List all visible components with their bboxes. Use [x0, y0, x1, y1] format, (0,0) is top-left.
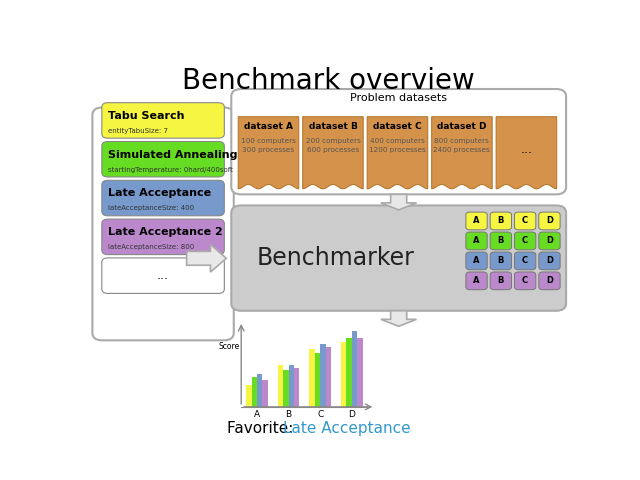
FancyBboxPatch shape — [466, 252, 487, 270]
Text: dataset B: dataset B — [308, 122, 357, 131]
Polygon shape — [187, 244, 227, 272]
Text: C: C — [522, 237, 528, 245]
FancyBboxPatch shape — [231, 89, 566, 194]
FancyBboxPatch shape — [231, 205, 566, 311]
Polygon shape — [496, 117, 557, 189]
Text: Favorite:: Favorite: — [227, 421, 299, 436]
Text: ...: ... — [157, 269, 169, 282]
Text: C: C — [522, 216, 528, 226]
Text: A: A — [474, 216, 480, 226]
Text: lateAcceptanceSize: 800: lateAcceptanceSize: 800 — [108, 244, 194, 250]
Text: B: B — [498, 216, 504, 226]
FancyBboxPatch shape — [539, 232, 560, 250]
Text: Benchmark overview: Benchmark overview — [182, 67, 474, 95]
Text: A: A — [474, 256, 480, 265]
FancyBboxPatch shape — [102, 142, 225, 177]
Text: Late Acceptance: Late Acceptance — [108, 189, 211, 198]
Text: dataset D: dataset D — [437, 122, 486, 131]
FancyBboxPatch shape — [92, 108, 234, 340]
Text: B: B — [498, 276, 504, 285]
FancyBboxPatch shape — [466, 272, 487, 290]
Text: ...: ... — [520, 143, 532, 156]
FancyBboxPatch shape — [102, 103, 225, 138]
FancyBboxPatch shape — [515, 272, 536, 290]
Text: B: B — [498, 256, 504, 265]
Text: 800 computers: 800 computers — [435, 138, 490, 144]
Text: entityTabuSize: 7: entityTabuSize: 7 — [108, 128, 168, 134]
Text: lateAcceptanceSize: 400: lateAcceptanceSize: 400 — [108, 205, 194, 211]
FancyBboxPatch shape — [539, 272, 560, 290]
Text: D: D — [546, 237, 553, 245]
FancyBboxPatch shape — [102, 219, 225, 254]
Text: Solver configurations: Solver configurations — [104, 113, 222, 123]
FancyBboxPatch shape — [539, 252, 560, 270]
Text: dataset C: dataset C — [373, 122, 422, 131]
FancyBboxPatch shape — [102, 180, 225, 216]
Text: 1200 processes: 1200 processes — [369, 147, 426, 153]
FancyBboxPatch shape — [539, 212, 560, 230]
Text: 400 computers: 400 computers — [370, 138, 425, 144]
FancyBboxPatch shape — [490, 272, 511, 290]
Text: B: B — [498, 237, 504, 245]
FancyBboxPatch shape — [102, 258, 225, 293]
Text: C: C — [522, 276, 528, 285]
Text: Late Acceptance: Late Acceptance — [283, 421, 410, 436]
FancyBboxPatch shape — [515, 252, 536, 270]
Text: A: A — [474, 276, 480, 285]
Text: 100 computers: 100 computers — [241, 138, 296, 144]
Polygon shape — [431, 117, 492, 189]
Text: D: D — [546, 256, 553, 265]
Text: C: C — [522, 256, 528, 265]
Polygon shape — [381, 311, 417, 326]
Text: 300 processes: 300 processes — [243, 147, 294, 153]
FancyBboxPatch shape — [490, 232, 511, 250]
Text: Problem datasets: Problem datasets — [350, 94, 447, 104]
Polygon shape — [381, 194, 417, 210]
Text: 600 processes: 600 processes — [307, 147, 359, 153]
FancyBboxPatch shape — [515, 232, 536, 250]
Text: Tabu Search: Tabu Search — [108, 111, 184, 121]
FancyBboxPatch shape — [490, 252, 511, 270]
Polygon shape — [367, 117, 428, 189]
Text: 2400 processes: 2400 processes — [433, 147, 490, 153]
Text: Simulated Annealing: Simulated Annealing — [108, 150, 237, 160]
Text: Late Acceptance 2: Late Acceptance 2 — [108, 227, 223, 237]
FancyBboxPatch shape — [466, 212, 487, 230]
Text: A: A — [474, 237, 480, 245]
Text: 200 computers: 200 computers — [305, 138, 360, 144]
Text: D: D — [546, 216, 553, 226]
FancyBboxPatch shape — [466, 232, 487, 250]
FancyBboxPatch shape — [490, 212, 511, 230]
Text: startingTemperature: 0hard/400soft: startingTemperature: 0hard/400soft — [108, 167, 233, 172]
Polygon shape — [238, 117, 299, 189]
Text: dataset A: dataset A — [244, 122, 293, 131]
Polygon shape — [303, 117, 364, 189]
Text: D: D — [546, 276, 553, 285]
Text: Benchmarker: Benchmarker — [257, 246, 414, 270]
FancyBboxPatch shape — [515, 212, 536, 230]
